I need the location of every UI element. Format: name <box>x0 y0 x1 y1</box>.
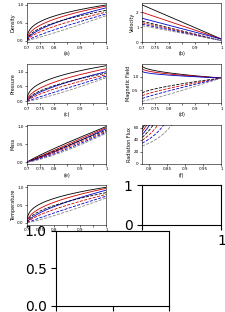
Y-axis label: Mass: Mass <box>11 138 16 150</box>
X-axis label: (c): (c) <box>63 112 70 117</box>
X-axis label: (d): (d) <box>178 112 184 117</box>
Y-axis label: Velocity: Velocity <box>129 13 134 32</box>
Y-axis label: Pressure: Pressure <box>11 73 16 94</box>
Y-axis label: Density: Density <box>11 13 16 32</box>
X-axis label: (a): (a) <box>63 51 70 56</box>
X-axis label: (g): (g) <box>63 233 70 238</box>
Y-axis label: Radiation Flux: Radiation Flux <box>126 127 131 162</box>
X-axis label: (b): (b) <box>178 51 184 56</box>
X-axis label: (e): (e) <box>63 173 70 178</box>
Y-axis label: Magnetic Field: Magnetic Field <box>125 66 130 101</box>
X-axis label: (f): (f) <box>178 173 184 178</box>
Y-axis label: Temperature: Temperature <box>11 189 16 221</box>
